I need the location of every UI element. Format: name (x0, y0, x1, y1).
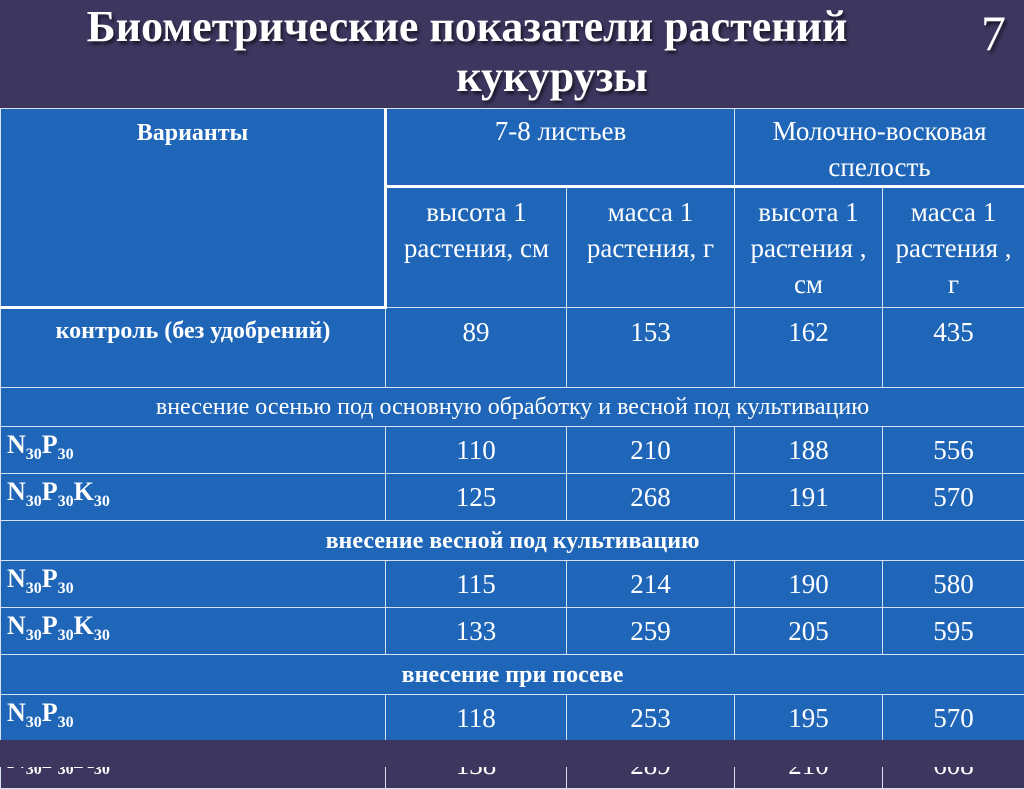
section-title: внесение осенью под основную обработку и… (1, 388, 1024, 427)
header-phase-7-8-leaves: 7-8 листьев (386, 109, 735, 187)
formula-subscript: 30 (26, 493, 42, 510)
variant-formula: N30P30 (1, 695, 386, 742)
header-phase-milk-wax: Молочно-восковая спелость (735, 109, 1024, 187)
bottom-band (0, 740, 1024, 767)
formula-subscript: 30 (58, 714, 74, 731)
data-table-container: Варианты 7-8 листьев Молочно-восковая сп… (0, 108, 1024, 740)
cell-value: 115 (386, 561, 567, 608)
table-row: N30P30 118 253 195 570 (1, 695, 1024, 742)
control-label: контроль (без удобрений) (1, 308, 386, 388)
cell-value: 268 (567, 474, 735, 521)
formula-subscript: 30 (94, 493, 110, 510)
control-row: контроль (без удобрений) 89 153 162 435 (1, 308, 1024, 388)
table-row: N30P30 115 214 190 580 (1, 561, 1024, 608)
formula-subscript: 30 (58, 580, 74, 597)
cell-value: 195 (735, 695, 883, 742)
cell-value: 210 (567, 427, 735, 474)
formula-subscript: 30 (58, 493, 74, 510)
cell-value: 259 (567, 608, 735, 655)
table-row: N30P30 110 210 188 556 (1, 427, 1024, 474)
cell-value: 570 (883, 695, 1024, 742)
cell-value: 125 (386, 474, 567, 521)
cell-value: 188 (735, 427, 883, 474)
cell-value: 205 (735, 608, 883, 655)
biometrics-table: Варианты 7-8 листьев Молочно-восковая сп… (0, 108, 1024, 789)
cell-value: 253 (567, 695, 735, 742)
formula-subscript: 30 (58, 446, 74, 463)
subheader-height-1: высота 1 растения, см (386, 187, 567, 308)
section-row: внесение осенью под основную обработку и… (1, 388, 1024, 427)
subheader-mass-1: масса 1 растения, г (567, 187, 735, 308)
control-value: 153 (567, 308, 735, 388)
section-row: внесение весной под культивацию (1, 521, 1024, 561)
variant-formula: N30P30 (1, 561, 386, 608)
title-line-2: кукурузы (0, 52, 1024, 102)
formula-subscript: 30 (26, 627, 42, 644)
subheader-mass-2: масса 1 растения , г (883, 187, 1024, 308)
formula-subscript: 30 (94, 627, 110, 644)
title-line-1: Биометрические показатели растений (0, 2, 1024, 52)
cell-value: 190 (735, 561, 883, 608)
formula-subscript: 30 (26, 446, 42, 463)
cell-value: 191 (735, 474, 883, 521)
section-title: внесение при посеве (1, 655, 1024, 695)
table-row: N30P30K30 133 259 205 595 (1, 608, 1024, 655)
page-number: 7 (981, 4, 1006, 62)
cell-value: 118 (386, 695, 567, 742)
section-title: внесение весной под культивацию (1, 521, 1024, 561)
cell-value: 556 (883, 427, 1024, 474)
slide-title: Биометрические показатели растений кукур… (0, 0, 1024, 108)
control-value: 435 (883, 308, 1024, 388)
header-variants: Варианты (1, 109, 386, 308)
formula-subscript: 30 (58, 627, 74, 644)
cell-value: 595 (883, 608, 1024, 655)
formula-subscript: 30 (26, 580, 42, 597)
cell-value: 214 (567, 561, 735, 608)
cell-value: 133 (386, 608, 567, 655)
cell-value: 110 (386, 427, 567, 474)
header-row-1: Варианты 7-8 листьев Молочно-восковая сп… (1, 109, 1024, 187)
subheader-height-2: высота 1 растения , см (735, 187, 883, 308)
control-value: 89 (386, 308, 567, 388)
variant-formula: N30P30K30 (1, 608, 386, 655)
cell-value: 580 (883, 561, 1024, 608)
section-row: внесение при посеве (1, 655, 1024, 695)
control-value: 162 (735, 308, 883, 388)
table-row: N30P30K30 125 268 191 570 (1, 474, 1024, 521)
variant-formula: N30P30K30 (1, 474, 386, 521)
cell-value: 570 (883, 474, 1024, 521)
variant-formula: N30P30 (1, 427, 386, 474)
formula-subscript: 30 (26, 714, 42, 731)
